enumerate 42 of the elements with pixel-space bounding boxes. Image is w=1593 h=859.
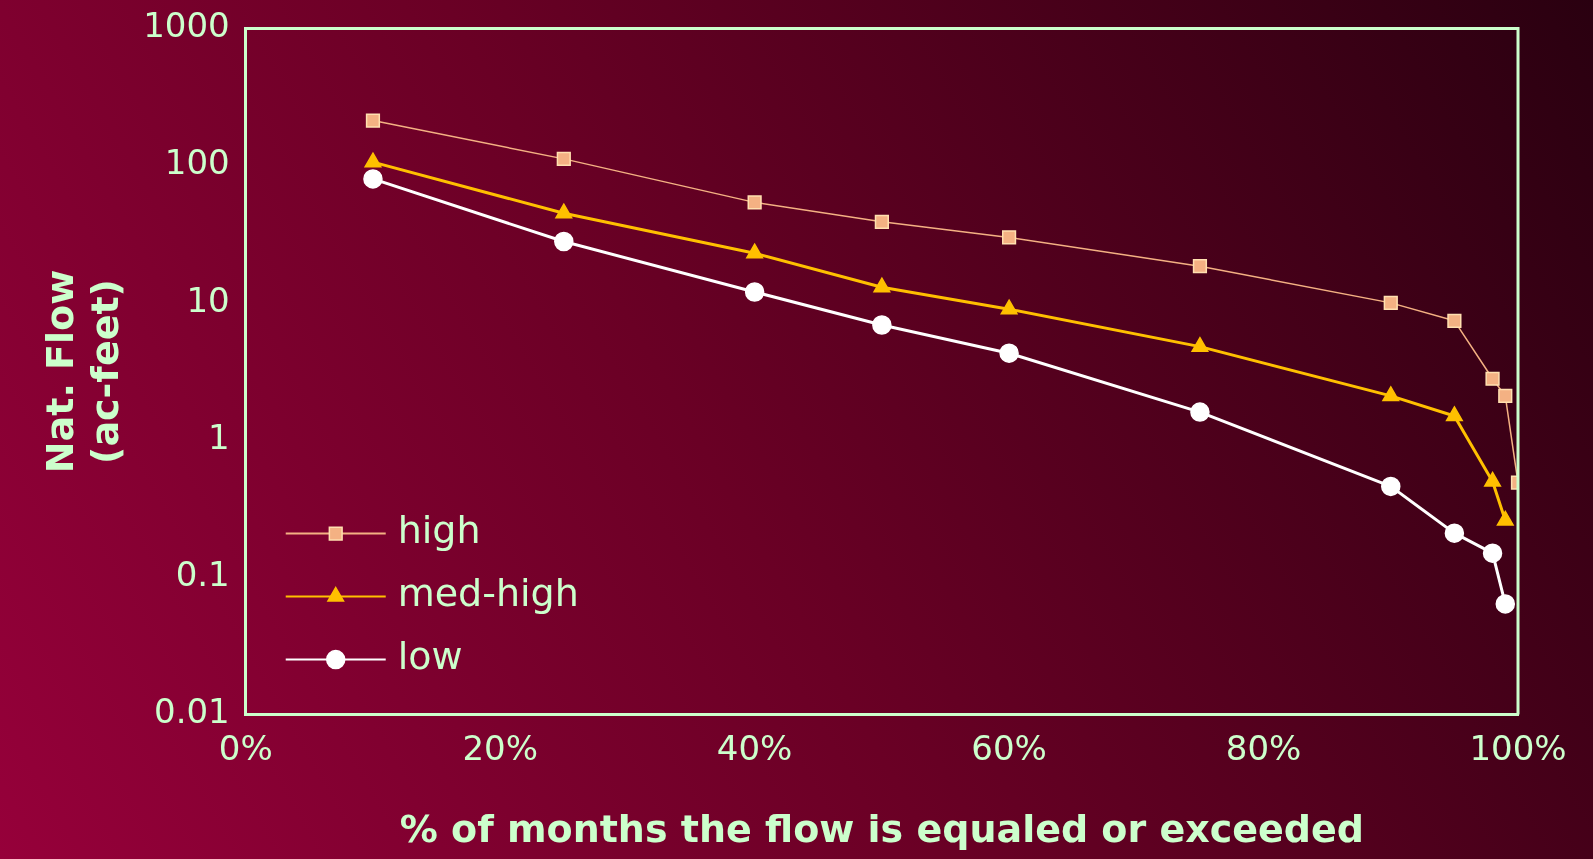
point xyxy=(554,231,574,252)
point xyxy=(1001,230,1017,245)
x-tick-label: 100% xyxy=(1469,727,1567,768)
y-tick-label: 0.1 xyxy=(175,554,230,595)
x-tick-label: 20% xyxy=(462,727,538,768)
x-tick-label: 40% xyxy=(716,727,793,768)
point xyxy=(872,315,892,335)
point xyxy=(744,282,765,302)
point xyxy=(1482,543,1503,563)
x-tick-label: 80% xyxy=(1225,727,1302,768)
x-axis-title: % of months the flow is equaled or exceeded xyxy=(399,807,1364,852)
point xyxy=(1447,313,1462,328)
point xyxy=(1495,594,1516,614)
point xyxy=(556,151,571,166)
point xyxy=(1000,299,1018,315)
y-tick-label: 100 xyxy=(164,142,230,183)
point xyxy=(555,203,573,219)
point xyxy=(1485,371,1500,386)
point xyxy=(999,343,1019,363)
point xyxy=(1190,402,1210,422)
point xyxy=(1382,386,1400,402)
point xyxy=(873,277,891,293)
point xyxy=(364,152,382,168)
y-tick-label: 10 xyxy=(186,279,230,320)
legend-label: med-high xyxy=(397,571,579,616)
point xyxy=(1383,295,1398,310)
point xyxy=(365,113,381,128)
point xyxy=(747,195,762,210)
y-axis-title: Nat. Flow (ac-feet) xyxy=(37,269,128,474)
legend-label: low xyxy=(397,634,463,679)
point xyxy=(363,169,383,189)
point xyxy=(1445,406,1463,422)
y-tick-label: 1 xyxy=(208,416,230,457)
point xyxy=(874,214,889,229)
y-tick-label: 1000 xyxy=(143,5,230,46)
point xyxy=(1444,523,1465,543)
point xyxy=(1381,476,1401,497)
point xyxy=(1498,388,1513,404)
legend-label: high xyxy=(397,508,481,553)
x-tick-label: 60% xyxy=(971,727,1047,768)
point xyxy=(746,243,764,259)
point xyxy=(1192,259,1208,274)
